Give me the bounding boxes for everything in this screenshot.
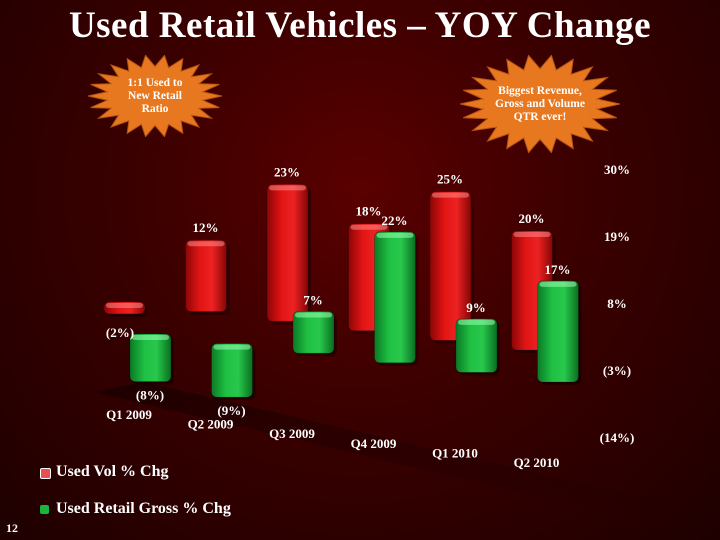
data-label-gross: 7%: [303, 293, 323, 308]
y-tick-label: (3%): [603, 363, 631, 378]
callout-right-text: Biggest Revenue, Gross and Volume QTR ev…: [495, 84, 585, 123]
data-label-gross: 22%: [382, 213, 408, 228]
data-label-vol: 20%: [519, 211, 545, 226]
y-tick-label: 30%: [604, 162, 630, 177]
data-label-vol: 23%: [274, 164, 300, 179]
bar-used-gross: [374, 231, 419, 366]
bar-used-vol: [266, 184, 311, 325]
category-label: Q1 2010: [432, 445, 478, 460]
legend-label-vol: Used Vol % Chg: [56, 463, 169, 480]
bar-used-gross: [455, 318, 500, 376]
bar-used-gross: [292, 311, 337, 357]
callout-burst-right: Biggest Revenue, Gross and Volume QTR ev…: [460, 55, 620, 153]
data-label-vol: 25%: [437, 172, 463, 187]
data-label-gross: (8%): [136, 388, 164, 403]
data-label-vol: (2%): [106, 325, 134, 340]
legend-label-gross: Used Retail Gross % Chg: [56, 500, 231, 517]
category-label: Q1 2009: [106, 407, 152, 422]
data-label-gross: 17%: [545, 262, 571, 277]
callout-burst-left: 1:1 Used to New Retail Ratio: [88, 55, 222, 137]
callout-left-text: 1:1 Used to New Retail Ratio: [127, 76, 183, 115]
category-label: Q4 2009: [351, 436, 397, 451]
starburst-icon: [88, 55, 222, 137]
page-number: 12: [6, 521, 18, 535]
legend-swatch-green: [40, 505, 49, 514]
data-label-vol: 18%: [356, 204, 382, 219]
starburst-icon: [460, 55, 620, 153]
bar-used-vol: [185, 239, 230, 315]
bar-used-gross: [129, 333, 174, 385]
bar-used-vol: [103, 301, 148, 317]
y-tick-label: 8%: [607, 296, 627, 311]
slide-title: Used Retail Vehicles – YOY Change: [68, 5, 652, 46]
category-label: Q3 2009: [269, 426, 315, 441]
data-label-vol: 12%: [193, 220, 219, 235]
category-label: Q2 2009: [188, 417, 234, 432]
category-label: Q2 2010: [514, 455, 560, 470]
bar-used-gross: [211, 343, 256, 401]
data-label-gross: (9%): [217, 403, 245, 418]
data-label-gross: 9%: [466, 300, 486, 315]
bar-used-gross: [537, 280, 582, 385]
legend-swatch-red: [40, 468, 51, 479]
chart-floor: [94, 382, 662, 514]
y-tick-label: (14%): [600, 430, 635, 445]
bar-used-vol: [429, 191, 474, 344]
y-tick-label: 19%: [604, 229, 630, 244]
